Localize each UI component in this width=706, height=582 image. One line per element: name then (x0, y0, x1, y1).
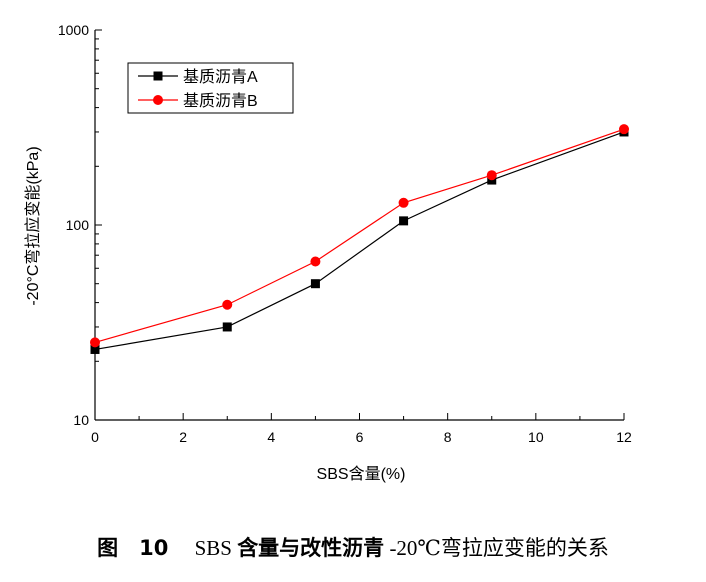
x-tick-label: 8 (444, 429, 452, 445)
series-a (90, 127, 629, 354)
data-point (619, 124, 629, 135)
caption-text-main: 含量与改性沥青 (237, 536, 385, 560)
y-tick-label: 1000 (58, 22, 89, 38)
data-point (310, 279, 320, 289)
data-point (486, 170, 497, 181)
caption-text-suffix: -20℃弯拉应变能的关系 (389, 536, 609, 560)
data-point (398, 197, 409, 208)
legend-marker (153, 71, 163, 81)
x-tick-label: 12 (616, 429, 632, 445)
caption-figure-number: 10 (139, 536, 169, 560)
legend-item: 基质沥青A (138, 68, 258, 86)
series-layer (90, 124, 629, 354)
data-point (399, 216, 409, 226)
x-tick-label: 0 (91, 429, 99, 445)
legend-marker (153, 95, 163, 105)
figure-caption: 图 10 SBS 含量与改性沥青 -20℃弯拉应变能的关系 (0, 532, 706, 562)
series-b (90, 124, 629, 348)
line-chart: 0 2 4 6 8 10 12 10 100 1000 基质沥青A 基质沥青B SBS含量(%) -… (23, 22, 632, 483)
caption-figure-label: 图 (97, 536, 119, 560)
legend-label: 基质沥青B (183, 92, 258, 110)
legend-box (127, 62, 294, 114)
legend-item: 基质沥青B (138, 92, 258, 110)
x-tick-label: 6 (356, 429, 364, 445)
legend-label: 基质沥青A (183, 68, 258, 86)
x-axis-label: SBS含量(%) (317, 465, 406, 483)
data-point (90, 344, 100, 354)
data-point (90, 337, 100, 348)
y-axis-label: -20°C弯拉应变能(kPa) (23, 146, 42, 305)
x-tick-label: 2 (179, 429, 187, 445)
y-tick-label: 100 (66, 217, 90, 233)
data-point (222, 322, 232, 332)
series-line (94, 131, 625, 351)
legend: 基质沥青A 基质沥青B (127, 62, 294, 114)
data-point (222, 299, 233, 310)
caption-text-prefix: SBS (194, 536, 238, 560)
y-tick-label: 10 (73, 412, 89, 428)
data-point (310, 256, 321, 267)
x-tick-label: 4 (267, 429, 275, 445)
axes: 0 2 4 6 8 10 12 10 100 1000 (58, 22, 632, 445)
x-tick-label: 10 (528, 429, 544, 445)
series-line (94, 128, 625, 343)
